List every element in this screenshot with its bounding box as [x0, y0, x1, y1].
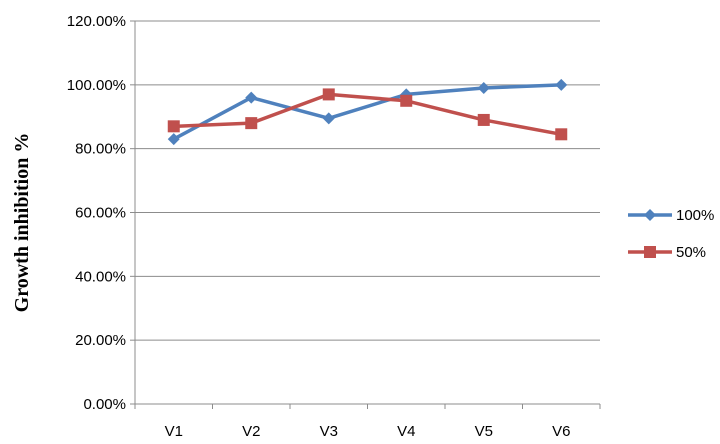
- data-point: [555, 128, 568, 141]
- x-tick-label: V3: [320, 423, 338, 440]
- x-tick-label: V6: [552, 423, 570, 440]
- data-point: [167, 133, 180, 146]
- data-point: [245, 117, 258, 130]
- y-axis-label: Growth inhibition %: [11, 133, 33, 313]
- legend-marker: [644, 209, 656, 221]
- y-tick-label: 60.00%: [75, 205, 126, 222]
- data-point: [322, 88, 335, 101]
- data-point: [322, 112, 335, 125]
- series-line: [172, 83, 562, 141]
- legend: 100% 50%: [628, 207, 714, 261]
- legend-item-1: 50%: [628, 244, 706, 261]
- x-tick-label: V5: [475, 423, 493, 440]
- data-point: [477, 113, 490, 126]
- series-0: [167, 78, 568, 146]
- x-tick-labels: V1 V2 V3 V4 V5 V6: [134, 404, 601, 440]
- series-1: [167, 88, 568, 141]
- y-tick-label: 80.00%: [75, 141, 126, 158]
- x-tick-label: V1: [165, 423, 183, 440]
- legend-label: 100%: [676, 207, 714, 224]
- y-tick-labels: 0.00% 20.00% 40.00% 60.00% 80.00% 100.00% 120.…: [67, 13, 135, 413]
- x-tick-label: V4: [397, 423, 415, 440]
- series-lines: [167, 78, 568, 146]
- x-tick-label: V2: [242, 423, 260, 440]
- data-point: [400, 94, 413, 107]
- y-tick-label: 0.00%: [83, 396, 126, 413]
- series-line: [173, 92, 562, 137]
- legend-marker: [644, 246, 656, 258]
- y-tick-label: 100.00%: [67, 77, 126, 94]
- data-point: [167, 120, 180, 133]
- gridlines: [135, 20, 600, 405]
- legend-item-0: 100%: [628, 207, 714, 224]
- y-tick-label: 20.00%: [75, 332, 126, 349]
- data-point: [555, 78, 568, 91]
- y-tick-label: 120.00%: [67, 13, 126, 30]
- data-point: [477, 82, 490, 95]
- legend-label: 50%: [676, 244, 706, 261]
- y-tick-label: 40.00%: [75, 268, 126, 285]
- data-point: [245, 91, 258, 104]
